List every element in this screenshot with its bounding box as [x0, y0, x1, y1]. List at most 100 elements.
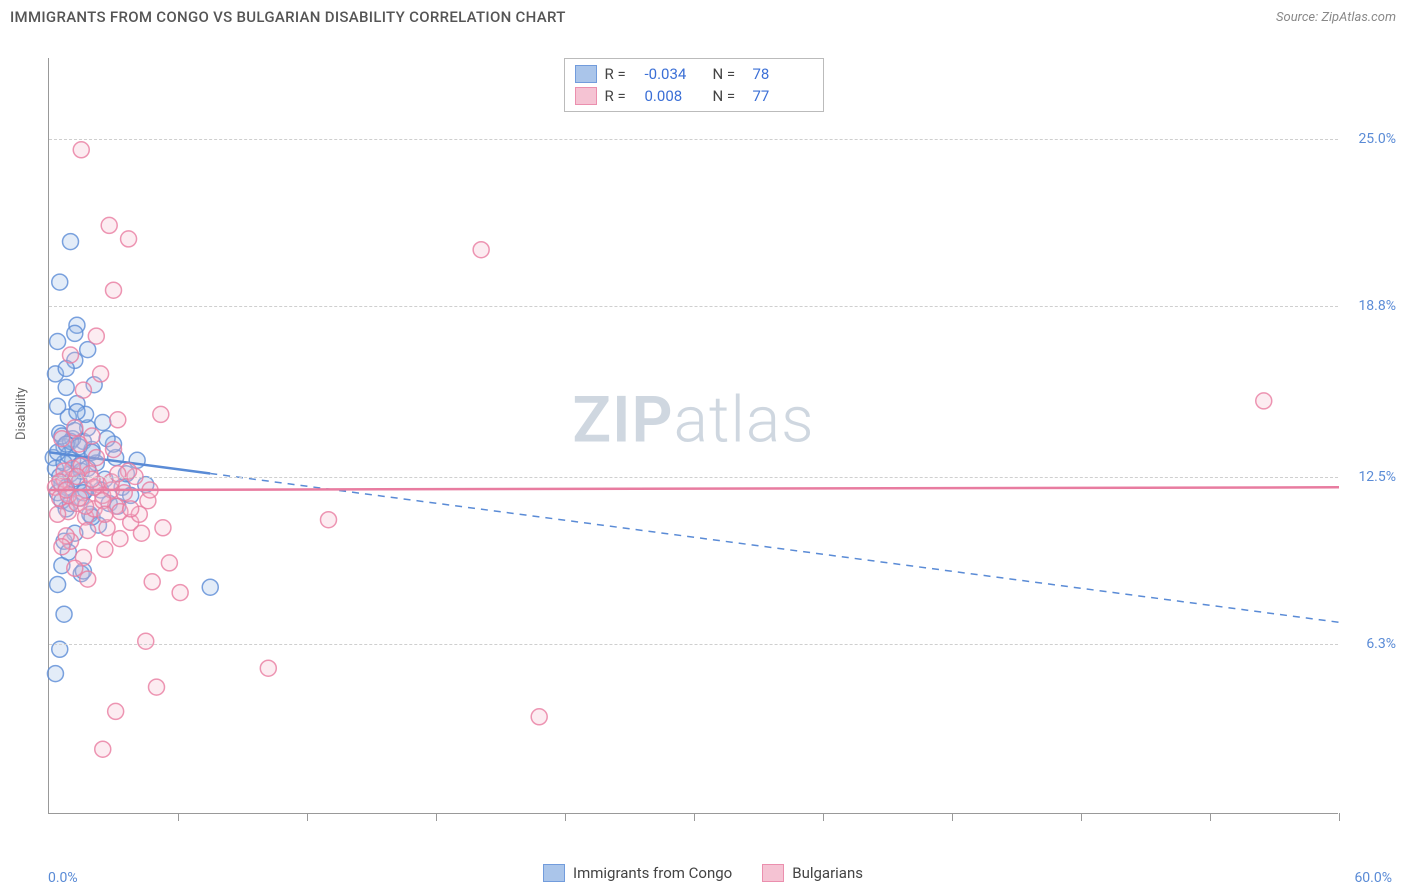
legend-swatch-0 — [575, 65, 597, 83]
y-tick-label: 25.0% — [1358, 131, 1396, 147]
chart-title: IMMIGRANTS FROM CONGO VS BULGARIAN DISAB… — [10, 8, 566, 26]
scatter-point — [54, 539, 70, 555]
x-tick — [307, 813, 308, 821]
scatter-point — [47, 666, 63, 682]
scatter-point — [88, 450, 104, 466]
scatter-svg — [49, 58, 1338, 813]
gridline-h — [49, 477, 1338, 478]
x-axis-min-label: 0.0% — [48, 870, 78, 886]
regression-line-dashed — [210, 473, 1339, 622]
scatter-point — [75, 382, 91, 398]
source-label: Source: — [1276, 10, 1318, 25]
x-tick — [1081, 813, 1082, 821]
regression-line-solid — [49, 487, 1339, 490]
scatter-point — [144, 574, 160, 590]
scatter-point — [50, 506, 66, 522]
scatter-point — [56, 606, 72, 622]
scatter-point — [63, 347, 79, 363]
scatter-point — [67, 560, 83, 576]
scatter-point — [58, 379, 74, 395]
r-value-0: -0.034 — [645, 65, 705, 83]
scatter-point — [1256, 393, 1272, 409]
x-tick — [178, 813, 179, 821]
scatter-point — [112, 531, 128, 547]
scatter-point — [50, 334, 66, 350]
x-axis-max-label: 60.0% — [1354, 870, 1392, 886]
scatter-point — [321, 512, 337, 528]
scatter-point — [202, 579, 218, 595]
scatter-point — [88, 328, 104, 344]
scatter-point — [149, 679, 165, 695]
chart-plot-area: ZIPatlas R = -0.034 N = 78 R = 0.008 N =… — [48, 58, 1338, 814]
correlation-legend-row-1: R = 0.008 N = 77 — [575, 85, 813, 107]
scatter-point — [106, 442, 122, 458]
scatter-point — [67, 325, 83, 341]
y-tick-label: 6.3% — [1366, 636, 1396, 652]
scatter-point — [110, 466, 126, 482]
scatter-point — [260, 660, 276, 676]
scatter-point — [54, 431, 70, 447]
series-name-1: Bulgarians — [792, 864, 863, 882]
scatter-point — [93, 366, 109, 382]
r-value-1: 0.008 — [645, 87, 705, 105]
scatter-point — [155, 520, 171, 536]
correlation-legend: R = -0.034 N = 78 R = 0.008 N = 77 — [564, 58, 824, 112]
scatter-point — [133, 525, 149, 541]
scatter-point — [80, 571, 96, 587]
n-label-1: N = — [713, 87, 745, 105]
scatter-point — [531, 709, 547, 725]
scatter-point — [97, 506, 113, 522]
x-tick — [565, 813, 566, 821]
gridline-h — [49, 139, 1338, 140]
y-tick-label: 12.5% — [1358, 469, 1396, 485]
x-tick — [694, 813, 695, 821]
n-value-0: 78 — [753, 65, 813, 83]
scatter-point — [153, 406, 169, 422]
scatter-point — [110, 412, 126, 428]
x-tick — [1339, 813, 1340, 821]
scatter-point — [473, 242, 489, 258]
scatter-point — [108, 703, 124, 719]
gridline-h — [49, 306, 1338, 307]
scatter-point — [95, 415, 111, 431]
scatter-point — [63, 234, 79, 250]
correlation-legend-row-0: R = -0.034 N = 78 — [575, 63, 813, 85]
r-label-1: R = — [605, 87, 637, 105]
scatter-point — [101, 217, 117, 233]
legend-swatch-1 — [575, 87, 597, 105]
scatter-point — [50, 577, 66, 593]
scatter-point — [172, 585, 188, 601]
series-legend: Immigrants from Congo Bulgarians — [543, 864, 863, 882]
scatter-point — [52, 274, 68, 290]
scatter-point — [73, 142, 89, 158]
scatter-point — [71, 490, 87, 506]
scatter-point — [161, 555, 177, 571]
series-legend-item-0: Immigrants from Congo — [543, 864, 732, 882]
source-attribution: Source: ZipAtlas.com — [1276, 10, 1396, 25]
x-tick — [952, 813, 953, 821]
scatter-point — [95, 741, 111, 757]
scatter-point — [97, 541, 113, 557]
series-name-0: Immigrants from Congo — [573, 864, 732, 882]
scatter-point — [138, 633, 154, 649]
scatter-point — [116, 485, 132, 501]
scatter-point — [84, 428, 100, 444]
y-axis-label: Disability — [14, 387, 29, 440]
y-tick-label: 18.8% — [1358, 298, 1396, 314]
series-swatch-0 — [543, 864, 565, 882]
x-tick — [436, 813, 437, 821]
scatter-point — [106, 282, 122, 298]
series-swatch-1 — [762, 864, 784, 882]
chart-header: IMMIGRANTS FROM CONGO VS BULGARIAN DISAB… — [0, 0, 1406, 30]
scatter-point — [84, 471, 100, 487]
series-legend-item-1: Bulgarians — [762, 864, 863, 882]
source-name: ZipAtlas.com — [1321, 10, 1396, 25]
scatter-point — [69, 404, 85, 420]
scatter-point — [80, 523, 96, 539]
x-tick — [1210, 813, 1211, 821]
gridline-h — [49, 644, 1338, 645]
n-value-1: 77 — [753, 87, 813, 105]
scatter-point — [67, 420, 83, 436]
n-label-0: N = — [713, 65, 745, 83]
r-label-0: R = — [605, 65, 637, 83]
